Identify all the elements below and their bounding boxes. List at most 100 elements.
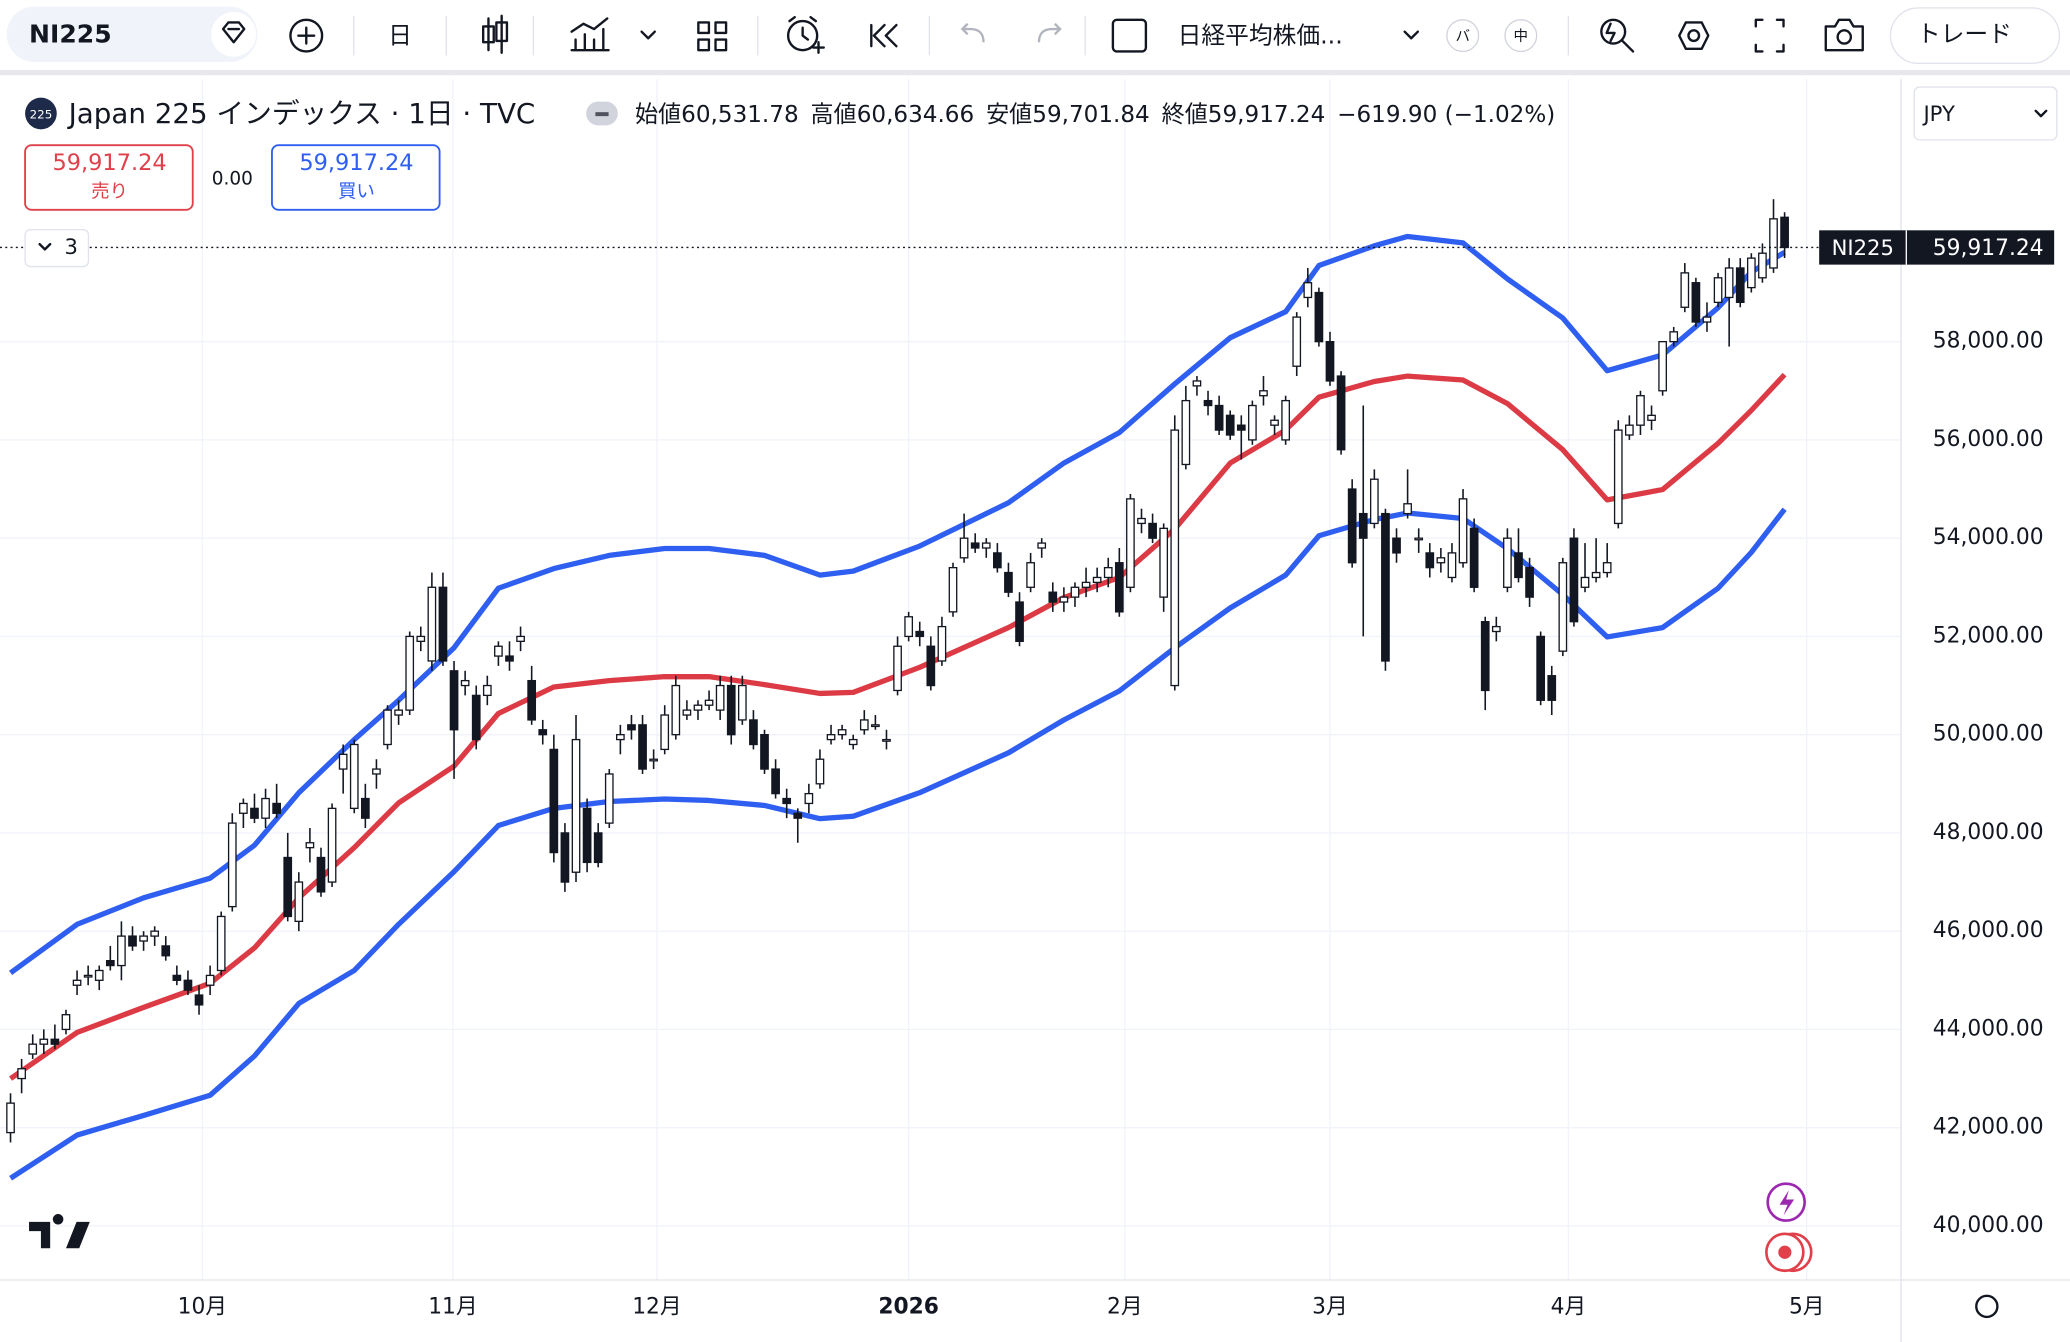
candle-body (1225, 414, 1235, 436)
candle-body (17, 1068, 26, 1080)
x-tick-label: 12月 (632, 1295, 681, 1320)
interval[interactable]: 日 (388, 21, 412, 49)
redo[interactable] (1037, 22, 1062, 43)
candle-body (638, 724, 647, 770)
candle-body (416, 635, 426, 642)
badge-2[interactable] (1504, 19, 1538, 53)
sell-button[interactable] (24, 144, 194, 211)
compare-button[interactable] (211, 11, 257, 57)
candle-body (61, 1014, 71, 1031)
candle-body (970, 542, 980, 549)
candle-body (1303, 282, 1313, 299)
screenshot[interactable] (1824, 18, 1864, 52)
candle-body (1758, 252, 1767, 279)
candle-body (560, 832, 570, 883)
candle-body (1691, 282, 1701, 323)
candle-body (1203, 399, 1213, 407)
candle-body (1004, 571, 1013, 593)
indicator-toggle[interactable] (24, 228, 90, 268)
candle-body (1015, 601, 1024, 642)
settings[interactable] (1678, 21, 1710, 51)
candle-body (737, 684, 747, 721)
badge-1[interactable] (1446, 19, 1480, 53)
buy-button[interactable] (271, 144, 441, 211)
trade-label: トレード (1917, 20, 2012, 48)
indicators-menu[interactable] (640, 30, 656, 40)
last-price-label: 59,917.24 (1933, 236, 2044, 261)
candle-body (438, 586, 448, 662)
layouts[interactable] (697, 21, 728, 52)
quick-search-icon (1605, 22, 1635, 53)
candle-body (915, 630, 925, 638)
toolbar-divider (0, 69, 2070, 76)
quick-search[interactable] (1600, 18, 1627, 45)
candle-body (715, 684, 725, 711)
diamond-icon (221, 21, 246, 44)
candle-body (1636, 395, 1645, 426)
candle-body (327, 807, 337, 883)
candle-body (494, 645, 503, 657)
candle-body (1292, 316, 1302, 367)
candle-body (383, 709, 392, 746)
candle-body (1403, 503, 1412, 515)
candle-body (1425, 552, 1435, 569)
candle-body (1713, 277, 1723, 304)
candle-body (693, 704, 703, 711)
band-line (9, 507, 1787, 1181)
candle-body (793, 812, 803, 819)
candle-body (527, 679, 537, 721)
candle-body (261, 797, 270, 819)
band-line (9, 233, 1786, 976)
high-value: 60,634.66 (857, 101, 974, 127)
candle-body (294, 881, 304, 923)
change: −619.90 (−1.02%) (1337, 101, 1555, 127)
candle-body (1580, 576, 1590, 588)
candle-body (1081, 581, 1091, 588)
candle-body (993, 552, 1002, 569)
candle-body (538, 729, 548, 736)
add-symbol[interactable] (289, 18, 324, 53)
currency-select[interactable] (1913, 86, 2058, 141)
candle-body (305, 842, 315, 849)
undo[interactable] (960, 22, 985, 43)
chart-type[interactable] (481, 14, 509, 54)
layout-menu[interactable] (1403, 30, 1420, 40)
candle-body (815, 758, 825, 785)
candle-body (1325, 340, 1335, 382)
fullscreen[interactable] (1754, 18, 1785, 53)
layout-box[interactable] (1111, 18, 1148, 53)
candle-body (39, 1038, 49, 1045)
candle-body (937, 625, 947, 662)
candle-body (1536, 635, 1546, 701)
candle-body (471, 694, 481, 741)
candle-body (427, 586, 437, 662)
candle-body (338, 753, 348, 770)
indicators[interactable] (570, 17, 610, 52)
replay[interactable] (870, 23, 898, 48)
axis-settings[interactable] (1975, 1294, 1999, 1319)
candle-body (283, 856, 293, 918)
candle-body (1769, 218, 1778, 269)
candle-body (316, 856, 326, 893)
y-tick-label: 40,000.00 (1933, 1213, 2044, 1238)
alert[interactable] (786, 19, 819, 52)
currency: JPY (1921, 101, 1954, 126)
legend-title: Japan 225 インデックス · 1日 · TVC (67, 97, 536, 130)
symbol-search[interactable] (6, 6, 258, 63)
trade-button[interactable] (1889, 7, 2061, 64)
y-tick-label: 52,000.00 (1933, 623, 2044, 648)
candle-body (349, 743, 359, 810)
open-value: 60,531.78 (681, 101, 798, 127)
low-value: 59,701.84 (1032, 101, 1149, 127)
candle-body (749, 719, 758, 746)
candle-body (1447, 552, 1457, 579)
last-price-symbol: NI225 (1832, 235, 1894, 260)
y-tick-label: 50,000.00 (1933, 722, 2044, 747)
candle-body (1148, 522, 1157, 539)
y-tick-label: 54,000.00 (1933, 525, 2044, 550)
candle-body (1669, 331, 1679, 343)
candle-body (516, 635, 525, 642)
symbol-name[interactable]: 日経平均株価... (1178, 21, 1343, 49)
candle-body (1458, 498, 1468, 564)
